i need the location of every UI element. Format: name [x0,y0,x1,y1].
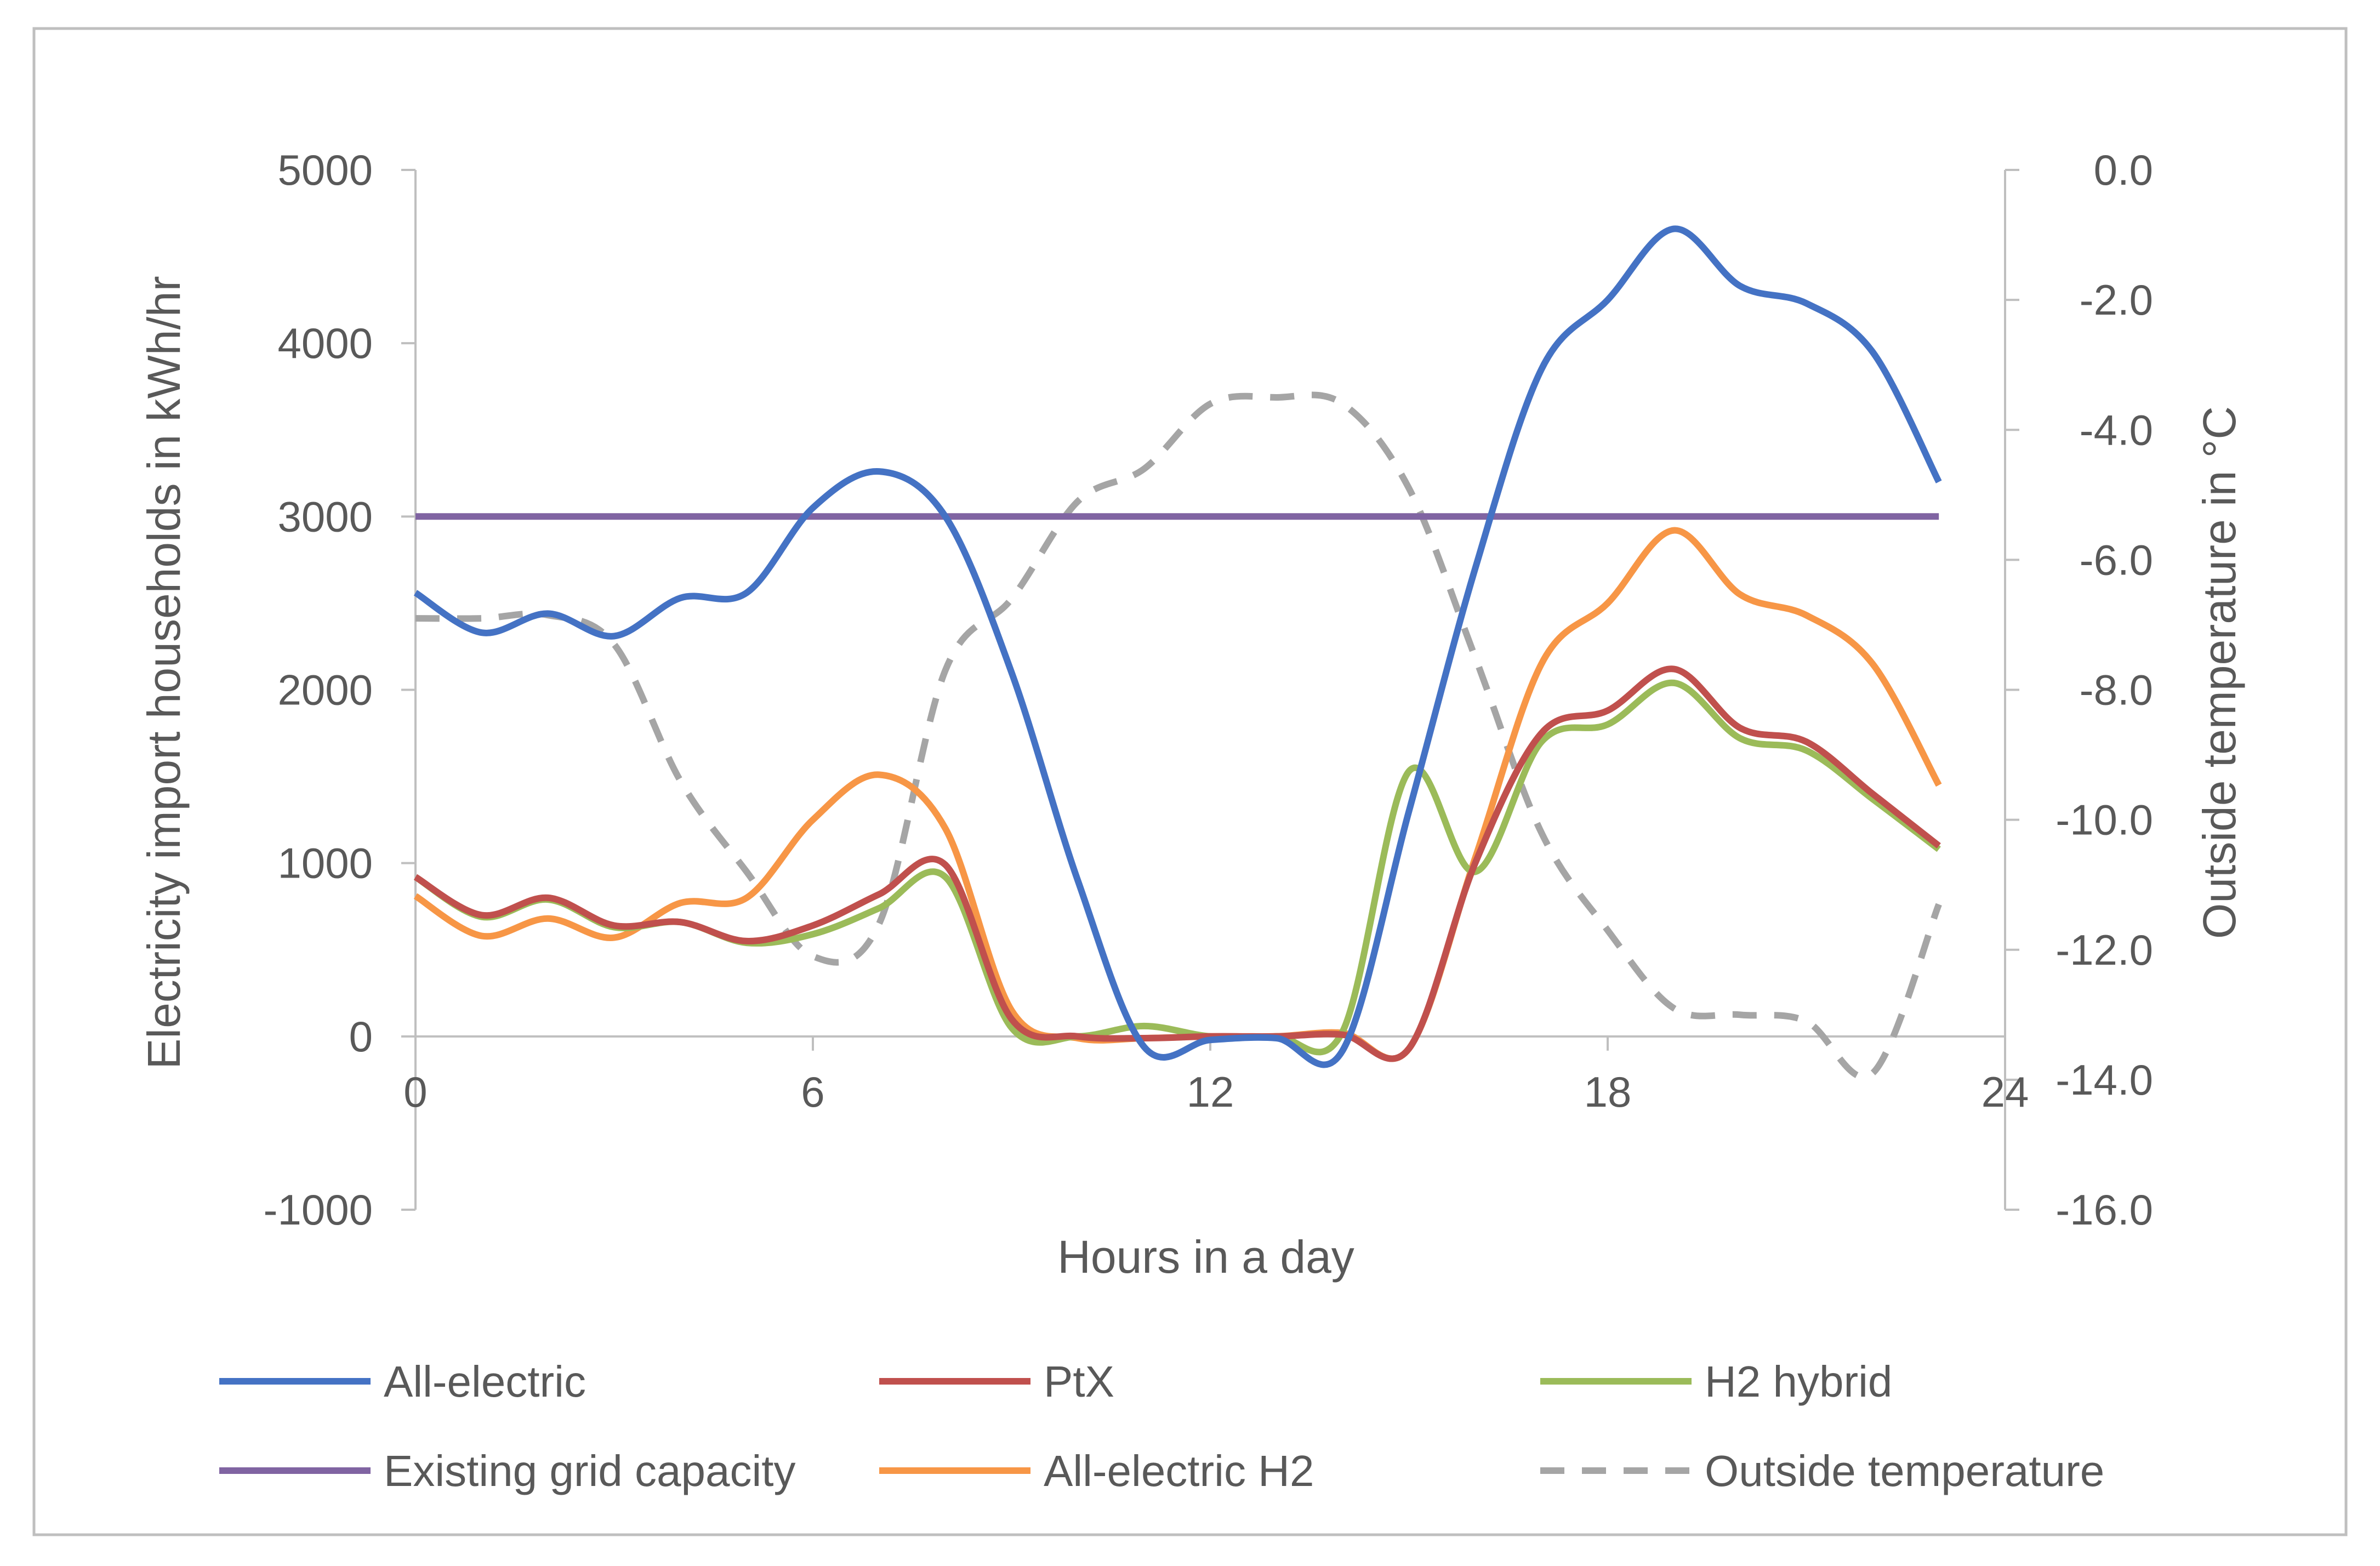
legend-label: PtX [1044,1357,1114,1406]
x-tick-label: 18 [1584,1068,1632,1116]
legend-label: Existing grid capacity [384,1447,795,1495]
y2-axis-title: Outside temperature in °C [2194,406,2245,939]
series-line-ptx [413,665,1941,1062]
y-tick-label: -1000 [264,1186,373,1234]
legend-label: H2 hybrid [1705,1357,1892,1406]
legend-item-outside-temperature: Outside temperature [1540,1447,2104,1495]
y2-tick-label: -8.0 [2080,666,2153,714]
y-tick-label: 5000 [277,146,373,194]
y2-tick-label: 0.0 [2094,146,2153,194]
x-tick-label: 6 [801,1068,824,1116]
y-tick-label: 0 [349,1012,373,1061]
y2-tick-label: -6.0 [2080,536,2153,584]
y-tick-label: 4000 [277,319,373,367]
x-tick-label: 0 [403,1068,427,1116]
y-tick-label: 2000 [277,666,373,714]
legend-item-all-electric-h2: All-electric H2 [879,1447,1314,1495]
axes-layer: 5000 4000 3000 2000 1000 0 -1000 0.0 -2.0 -4.0 -6.… [264,146,2154,1234]
series-line-outside-temperature [415,391,1942,1080]
legend-label: All-electric [384,1357,586,1406]
x-tick-label: 12 [1187,1068,1234,1116]
y2-tick-label: -4.0 [2080,406,2153,454]
x-axis-title: Hours in a day [1057,1231,1354,1283]
y-axis-title: Electricity import households in kWh/hr [138,276,190,1069]
series-line-all-electric [413,225,1942,1068]
y2-tick-label: -10.0 [2056,796,2153,844]
y2-tick-label: -14.0 [2056,1056,2153,1104]
y2-tick-label: -16.0 [2056,1186,2153,1234]
y2-tick-label: -2.0 [2080,276,2153,324]
y2-tick-label: -12.0 [2056,926,2153,974]
legend-item-ptx: PtX [879,1357,1114,1406]
y-tick-label: 1000 [277,839,373,887]
legend-item-all-electric: All-electric [219,1357,586,1406]
legend-item-h2-hybrid: H2 hybrid [1540,1357,1892,1406]
legend-label: All-electric H2 [1044,1447,1314,1495]
x-tick-label: 24 [1982,1068,2029,1116]
legend-label: Outside temperature [1705,1447,2104,1495]
legend-item-existing-grid-capacity: Existing grid capacity [219,1447,795,1495]
series-layer [413,225,1942,1080]
y-tick-label: 3000 [277,492,373,540]
legend: All-electric PtX H2 hybrid Existing grid ca… [219,1357,2104,1495]
chart-border [32,27,2348,1536]
